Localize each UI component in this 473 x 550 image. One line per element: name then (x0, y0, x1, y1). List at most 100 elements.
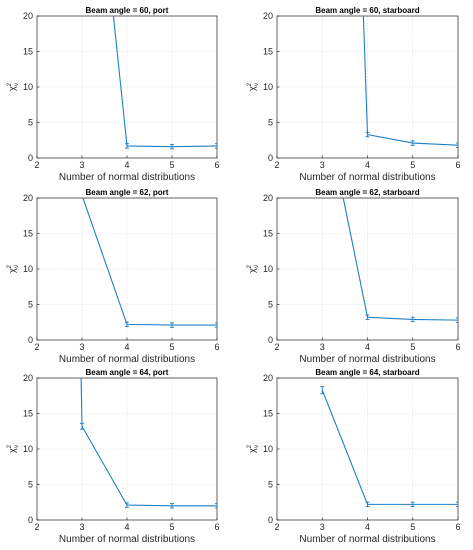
data-point (125, 502, 129, 508)
y-tick-label: 5 (268, 118, 273, 128)
subplot-5: 2 3 4 5 6 0 5 10 15 20 Beam angle = 64, port Number… (7, 368, 220, 545)
y-tick-label: 15 (263, 409, 273, 419)
x-tick-label: 2 (274, 342, 279, 352)
x-tick-label: 3 (79, 160, 84, 170)
y-tick-label: 20 (263, 193, 273, 203)
x-tick-label: 2 (274, 522, 279, 532)
x-tick-label: 5 (169, 342, 174, 352)
y-tick-label: 10 (23, 444, 33, 454)
data-point (365, 501, 370, 508)
y-tick-label: 10 (23, 264, 33, 274)
y-tick-label: 15 (23, 47, 33, 57)
x-tick-label: 5 (410, 342, 415, 352)
data-point (215, 322, 217, 328)
x-tick-label: 6 (455, 342, 460, 352)
series-line (362, 16, 458, 146)
x-tick-label: 3 (320, 342, 325, 352)
data-point (410, 140, 415, 146)
y-tick-label: 10 (263, 82, 273, 92)
y-tick-label: 5 (268, 480, 273, 490)
y-tick-label: 0 (268, 153, 273, 163)
x-tick-label: 5 (169, 522, 174, 532)
data-point (215, 503, 217, 509)
x-tick-label: 4 (124, 522, 129, 532)
y-tick-label: 5 (28, 300, 33, 310)
x-tick-label: 6 (455, 160, 460, 170)
data-point (215, 143, 217, 149)
x-tick-label: 4 (124, 160, 129, 170)
y-tick-label: 20 (23, 373, 33, 383)
y-tick-label: 0 (28, 153, 33, 163)
series-line (80, 378, 217, 507)
data-point (365, 314, 370, 320)
series-line (321, 389, 458, 505)
y-tick-label: 20 (263, 11, 273, 21)
data-point (365, 131, 370, 138)
y-tick-label: 0 (28, 335, 33, 345)
y-tick-label: 15 (23, 229, 33, 239)
subplot-title: Beam angle = 64, starboard (315, 368, 419, 377)
x-tick-label: 2 (34, 160, 39, 170)
x-tick-label: 5 (169, 160, 174, 170)
y-tick-label: 0 (28, 515, 33, 525)
y-tick-label: 10 (263, 264, 273, 274)
y-tick-label: 20 (23, 193, 33, 203)
series-1 (362, 16, 458, 148)
y-tick-label: 0 (268, 335, 273, 345)
x-tick-label: 3 (320, 160, 325, 170)
series-1 (80, 378, 217, 509)
series-line (342, 198, 458, 321)
data-point (456, 142, 458, 148)
data-point (410, 501, 415, 508)
subplot-2: 2 3 4 5 6 0 5 10 15 20 Beam angle = 60, starboard N… (247, 6, 461, 183)
series-1 (342, 198, 458, 323)
x-tick-label: 2 (34, 342, 39, 352)
y-axis-label: χ2ν (247, 82, 260, 91)
x-tick-label: 6 (214, 160, 219, 170)
y-tick-label: 10 (23, 82, 33, 92)
y-tick-label: 10 (263, 444, 273, 454)
x-tick-label: 6 (214, 342, 219, 352)
data-point (125, 321, 129, 328)
series-line (112, 16, 217, 148)
y-axis-label: χ2ν (7, 264, 20, 273)
x-axis-label: Number of normal distributions (299, 172, 435, 183)
subplot-title: Beam angle = 64, port (86, 368, 169, 377)
x-axis-label: Number of normal distributions (59, 354, 195, 365)
x-tick-label: 6 (214, 522, 219, 532)
y-tick-label: 15 (263, 229, 273, 239)
y-axis-label: χ2ν (247, 264, 260, 273)
x-tick-label: 4 (365, 160, 370, 170)
x-tick-label: 4 (365, 522, 370, 532)
subplot-title: Beam angle = 60, port (86, 6, 169, 15)
subplot-4: 2 3 4 5 6 0 5 10 15 20 Beam angle = 62, starboard N… (247, 188, 461, 365)
y-tick-label: 5 (268, 300, 273, 310)
y-tick-label: 15 (23, 409, 33, 419)
subplot-title: Beam angle = 62, port (86, 188, 169, 197)
data-point (170, 143, 174, 150)
series-1 (320, 385, 458, 508)
series-1 (82, 198, 217, 328)
data-point (456, 501, 458, 508)
x-tick-label: 5 (410, 160, 415, 170)
y-tick-label: 5 (28, 480, 33, 490)
y-axis-label: χ2ν (247, 444, 260, 453)
y-tick-label: 15 (263, 47, 273, 57)
y-axis-label: χ2ν (7, 82, 20, 91)
series-1 (112, 16, 217, 150)
x-axis-label: Number of normal distributions (59, 534, 195, 545)
data-point (456, 317, 458, 323)
x-axis-label: Number of normal distributions (299, 534, 435, 545)
x-tick-label: 2 (274, 160, 279, 170)
subplot-3: 2 3 4 5 6 0 5 10 15 20 Beam angle = 62, port Number… (7, 188, 220, 365)
data-point (80, 422, 84, 430)
data-point (125, 143, 129, 149)
x-tick-label: 3 (79, 522, 84, 532)
subplot-1: 2 3 4 5 6 0 5 10 15 20 Beam angle = 60, port Number… (7, 6, 220, 183)
x-axis-label: Number of normal distributions (299, 354, 435, 365)
x-tick-label: 3 (320, 522, 325, 532)
x-tick-label: 2 (34, 522, 39, 532)
x-tick-label: 6 (455, 522, 460, 532)
x-tick-label: 3 (79, 342, 84, 352)
